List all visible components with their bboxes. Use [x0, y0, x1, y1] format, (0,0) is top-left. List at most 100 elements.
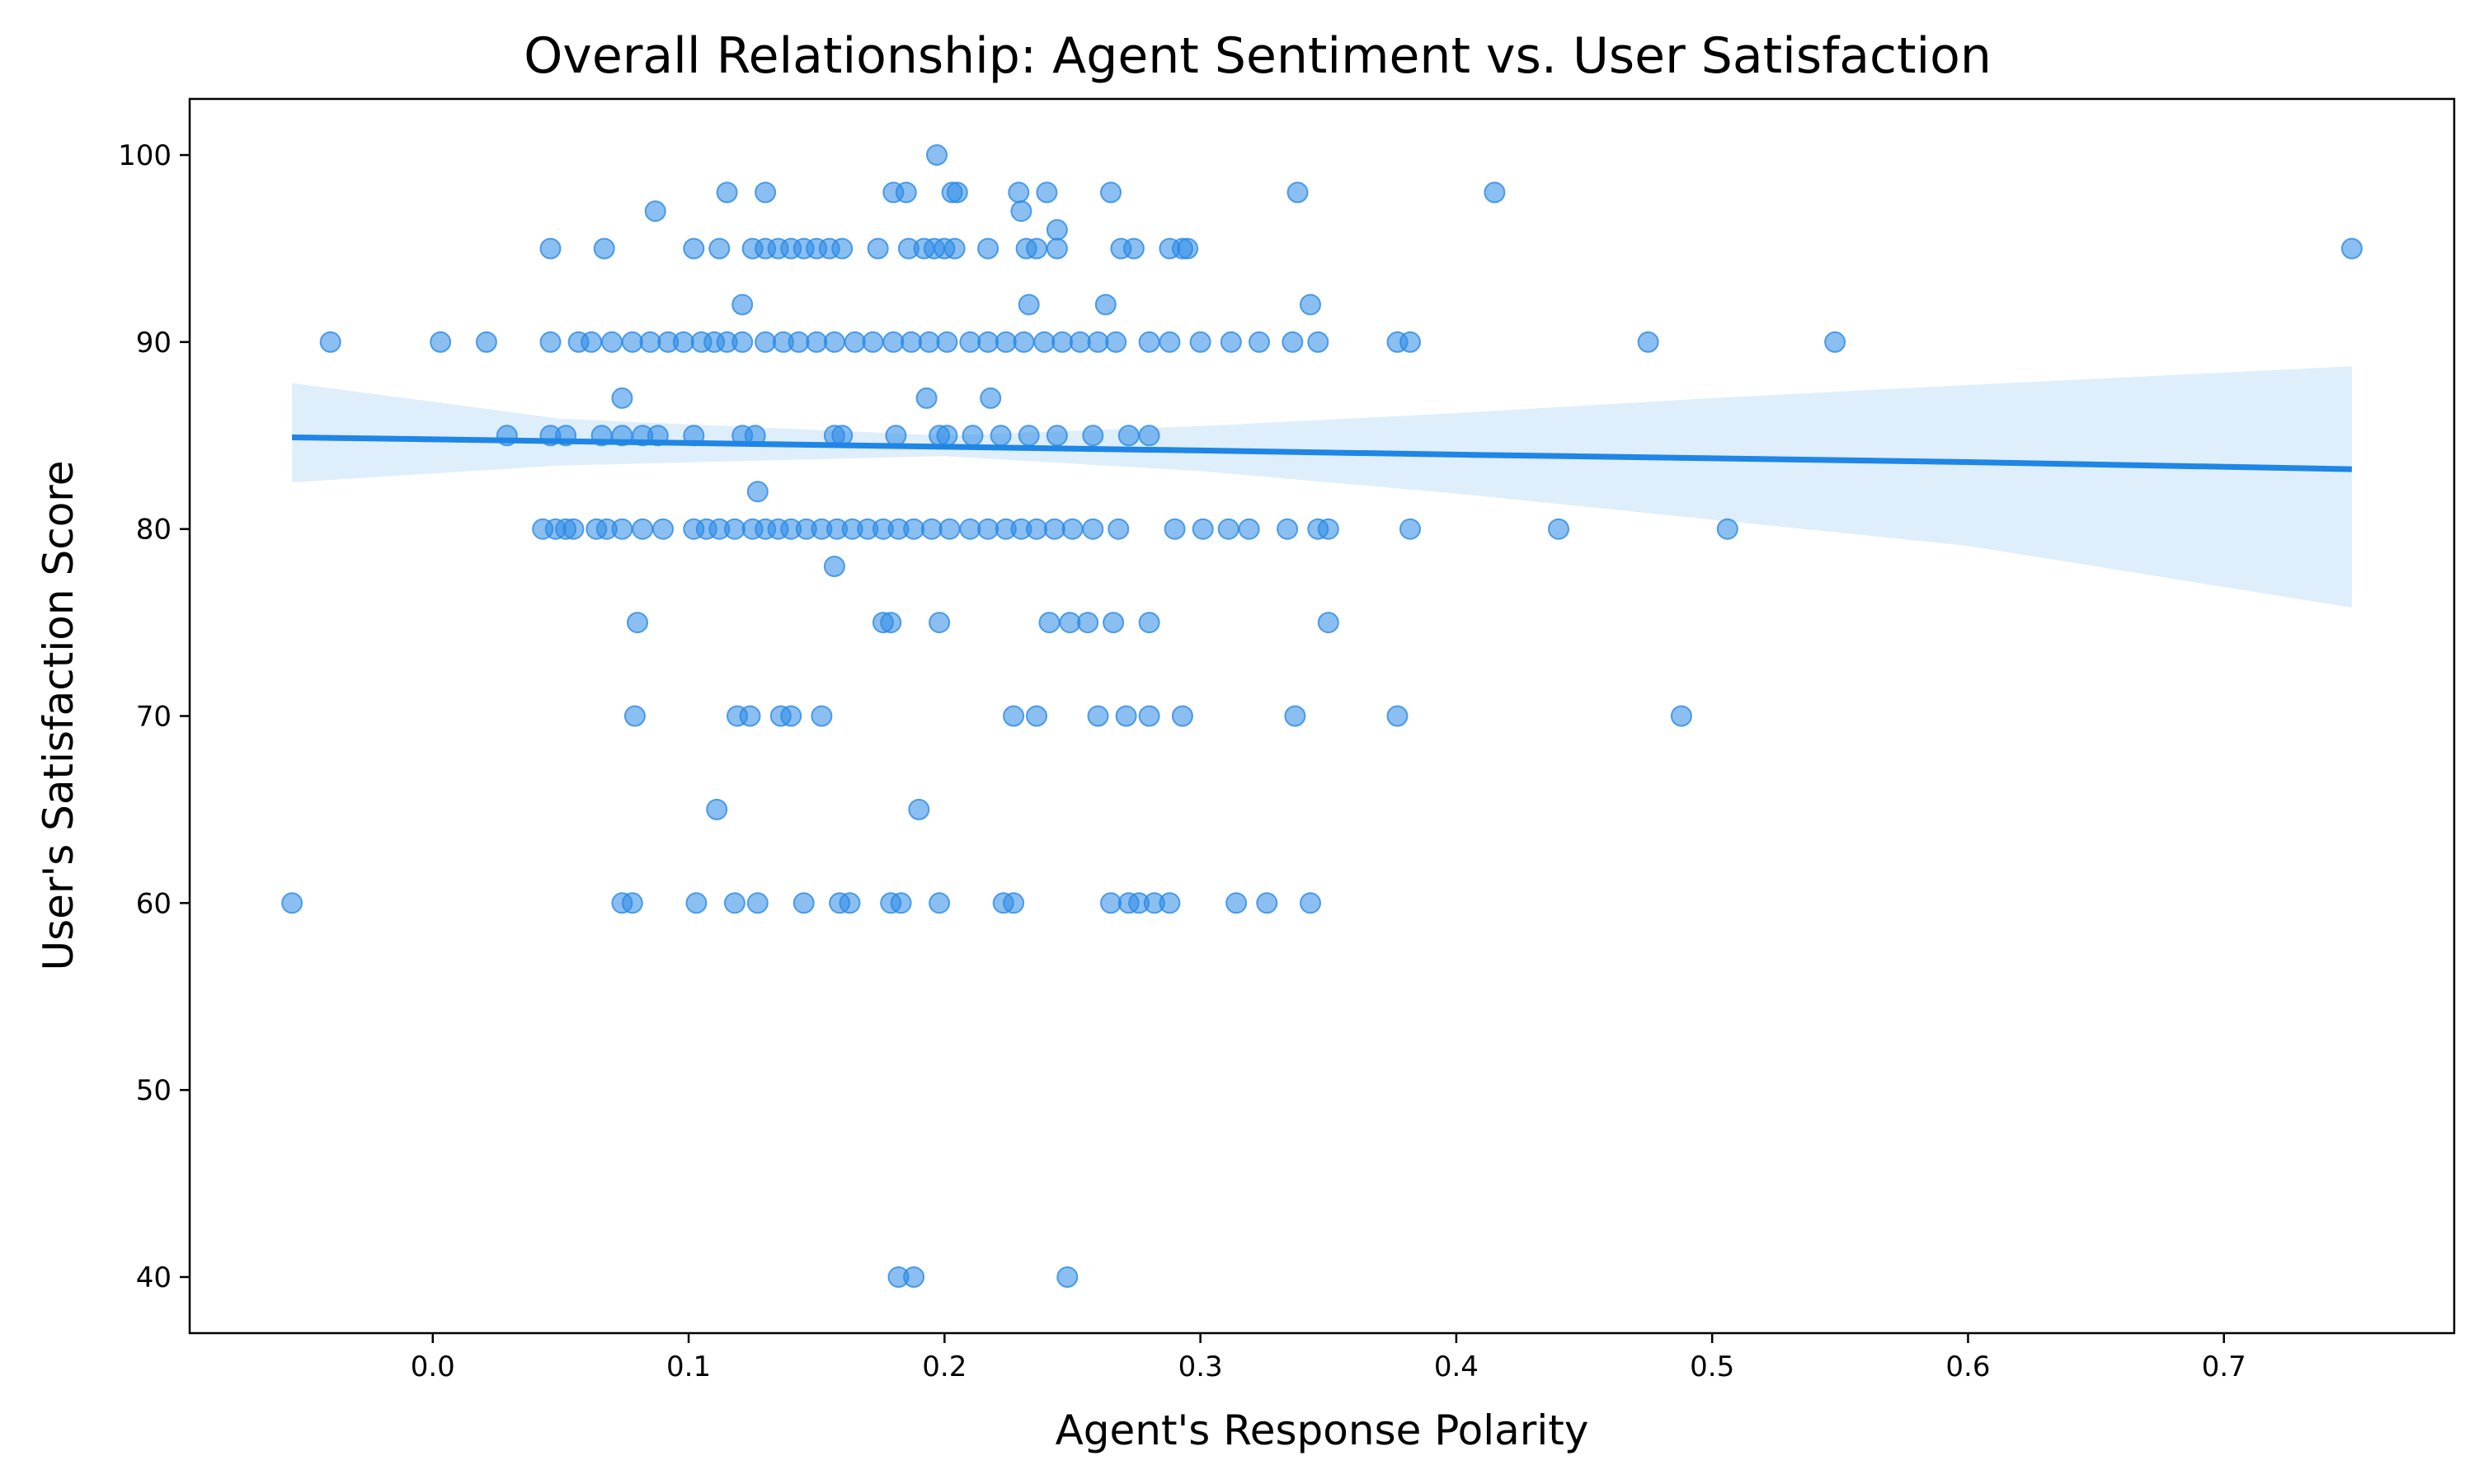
data-point — [1003, 705, 1025, 727]
data-point — [1670, 705, 1692, 727]
data-point — [811, 705, 833, 727]
data-point — [995, 331, 1017, 353]
data-point — [1087, 705, 1109, 727]
x-tick-label: 0.6 — [1945, 1350, 1990, 1383]
data-point — [862, 331, 884, 353]
data-point — [755, 181, 777, 204]
data-point — [1059, 612, 1081, 634]
regression-line-layer — [292, 434, 2352, 472]
x-axis-label: Agent's Response Polarity — [1056, 1407, 1589, 1454]
data-point — [1824, 331, 1846, 353]
data-point — [1159, 892, 1181, 914]
data-point — [1043, 518, 1065, 540]
data-point — [1192, 518, 1214, 540]
y-tick-label: 40 — [136, 1261, 172, 1294]
data-point — [890, 892, 912, 914]
data-point — [1046, 425, 1068, 447]
data-point — [685, 892, 708, 914]
data-point — [755, 331, 777, 353]
data-point — [1189, 331, 1211, 353]
data-point — [627, 612, 648, 634]
data-point — [1117, 425, 1140, 447]
data-point — [806, 331, 828, 353]
data-point — [962, 425, 984, 447]
data-point — [1115, 705, 1137, 727]
data-point — [475, 331, 497, 353]
confidence-band — [292, 366, 2352, 608]
data-point — [839, 892, 861, 914]
data-point — [281, 892, 303, 914]
data-point — [731, 331, 754, 353]
y-tick-label: 60 — [136, 887, 172, 920]
data-point — [1238, 518, 1260, 540]
data-point — [746, 481, 769, 503]
data-point — [1026, 518, 1047, 540]
data-point — [593, 237, 615, 260]
data-point — [1018, 294, 1040, 316]
regression-line — [292, 434, 2352, 472]
data-point — [1282, 331, 1304, 353]
data-point — [723, 518, 745, 540]
data-point — [977, 518, 999, 540]
y-tick-label: 100 — [118, 139, 172, 172]
y-tick-label: 90 — [136, 326, 172, 359]
data-point — [943, 237, 966, 260]
data-point — [652, 518, 674, 540]
data-point — [1061, 518, 1084, 540]
data-point — [1138, 425, 1160, 447]
data-point — [1225, 892, 1248, 914]
data-point — [1100, 892, 1122, 914]
data-point — [1138, 705, 1160, 727]
data-point — [1008, 181, 1030, 204]
data-point — [611, 387, 633, 409]
data-point — [1138, 612, 1160, 634]
y-axis-label: User's Satisfaction Score — [35, 460, 82, 970]
data-points-layer — [281, 144, 2363, 1288]
data-point — [903, 1266, 925, 1288]
y-axis: 40 50 60 70 80 90 100 — [118, 139, 190, 1294]
data-point — [1177, 237, 1199, 260]
data-point — [882, 331, 905, 353]
data-point — [959, 518, 981, 540]
data-point — [1256, 892, 1278, 914]
data-point — [708, 237, 731, 260]
x-axis: 0.0 0.1 0.2 0.3 0.4 0.5 0.6 0.7 — [411, 1333, 2246, 1383]
data-point — [716, 181, 738, 204]
data-point — [867, 237, 889, 260]
data-point — [1082, 518, 1104, 540]
plot-frame — [188, 97, 2456, 1335]
data-point — [1277, 518, 1299, 540]
data-point — [980, 387, 1002, 409]
data-point — [1286, 181, 1309, 204]
data-point — [632, 518, 654, 540]
data-point — [1159, 331, 1181, 353]
x-tick-label: 0.3 — [1178, 1350, 1223, 1383]
data-point — [977, 237, 999, 260]
data-point — [1399, 518, 1421, 540]
data-point — [706, 798, 728, 820]
data-point — [929, 612, 951, 634]
data-point — [844, 331, 866, 353]
data-point — [977, 331, 999, 353]
data-point — [621, 892, 643, 914]
data-point — [938, 518, 961, 540]
data-point — [936, 331, 958, 353]
data-point — [946, 181, 968, 204]
data-point — [319, 331, 341, 353]
data-point — [2340, 237, 2363, 260]
data-point — [903, 518, 925, 540]
data-point — [793, 892, 815, 914]
data-point — [611, 518, 633, 540]
data-point — [601, 331, 623, 353]
x-tick-label: 0.4 — [1434, 1350, 1479, 1383]
x-tick-label: 0.5 — [1690, 1350, 1734, 1383]
data-point — [746, 892, 769, 914]
data-point — [1051, 331, 1074, 353]
data-point — [1300, 892, 1321, 914]
data-point — [1046, 218, 1068, 241]
y-tick-label: 50 — [136, 1074, 172, 1107]
data-point — [1046, 237, 1068, 260]
data-point — [1082, 425, 1104, 447]
data-point — [1307, 331, 1329, 353]
